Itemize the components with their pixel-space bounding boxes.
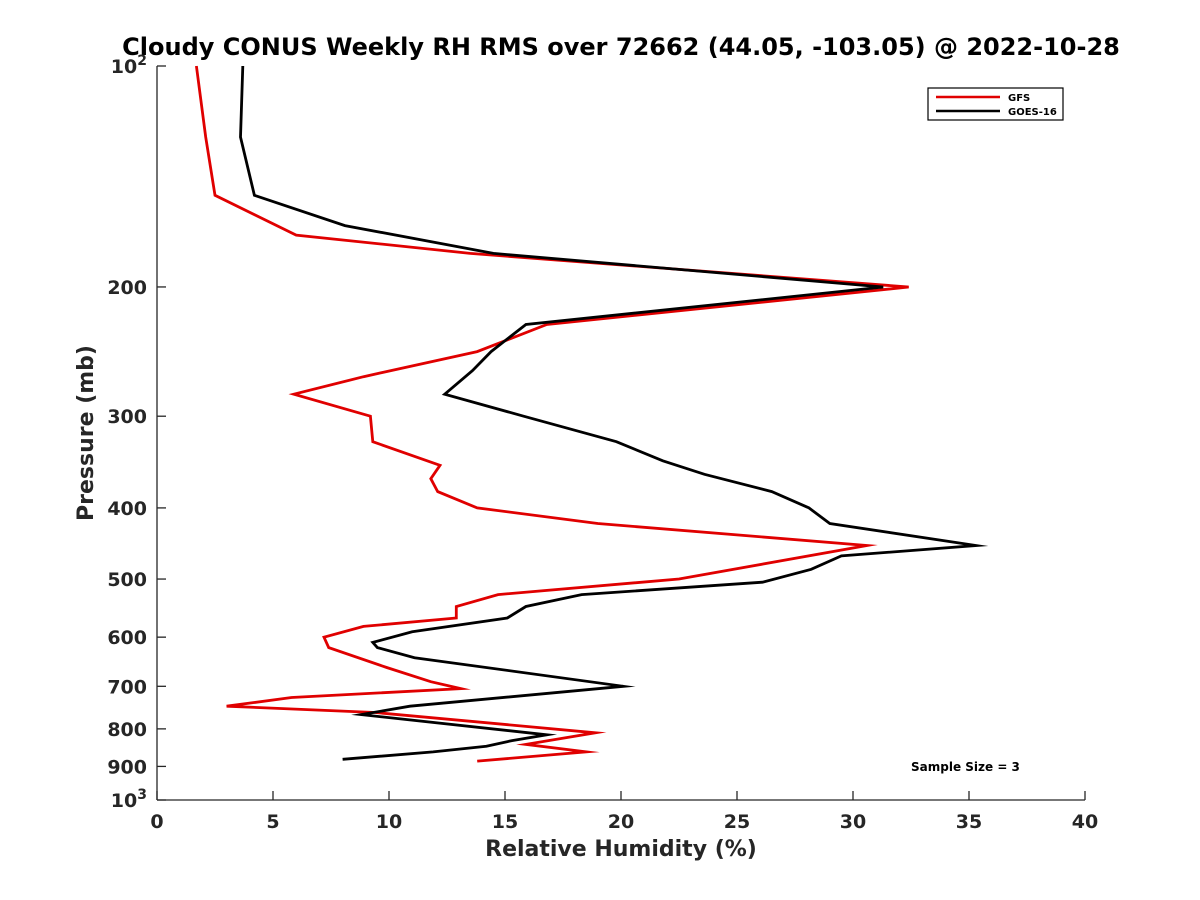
y-tick-label: 400 xyxy=(107,498,147,520)
x-tick-label: 15 xyxy=(492,811,518,833)
x-tick-label: 30 xyxy=(840,811,866,833)
y-tick-labels: 102 200 300 400 500 600 700 800 900 103 xyxy=(107,53,147,812)
legend-label-gfs: GFS xyxy=(1008,93,1030,104)
y-tick-label: 700 xyxy=(107,676,147,698)
x-tick-label: 40 xyxy=(1072,811,1098,833)
y-tick-label: 102 xyxy=(111,53,147,78)
legend-label-goes16: GOES-16 xyxy=(1008,107,1057,118)
y-tick-label: 600 xyxy=(107,627,147,649)
series-line-gfs xyxy=(195,65,909,763)
sample-size-annotation: Sample Size = 3 xyxy=(911,760,1020,774)
y-tick-label: 800 xyxy=(107,719,147,741)
legend-box xyxy=(927,87,1064,121)
legend: GFS GOES-16 xyxy=(927,87,1064,121)
series-line-goes-16 xyxy=(239,65,989,761)
x-tick-label: 10 xyxy=(376,811,402,833)
series-layer xyxy=(195,65,989,763)
x-axis-label: Relative Humidity (%) xyxy=(485,837,757,862)
x-tick-label: 20 xyxy=(608,811,634,833)
axes xyxy=(156,66,1085,801)
y-tick-label: 200 xyxy=(107,277,147,299)
x-tick-labels: 0 5 10 15 20 25 30 35 40 xyxy=(150,811,1098,833)
x-tick-label: 5 xyxy=(266,811,279,833)
y-tick-label: 900 xyxy=(107,756,147,778)
y-tick-label: 103 xyxy=(111,787,147,812)
tick-marks xyxy=(156,65,1086,801)
y-tick-label: 300 xyxy=(107,406,147,428)
y-tick-label: 500 xyxy=(107,569,147,591)
chart-title: Cloudy CONUS Weekly RH RMS over 72662 (4… xyxy=(122,33,1120,61)
y-axis-label: Pressure (mb) xyxy=(74,345,99,521)
x-tick-label: 0 xyxy=(150,811,163,833)
x-tick-label: 35 xyxy=(956,811,982,833)
x-tick-label: 25 xyxy=(724,811,750,833)
